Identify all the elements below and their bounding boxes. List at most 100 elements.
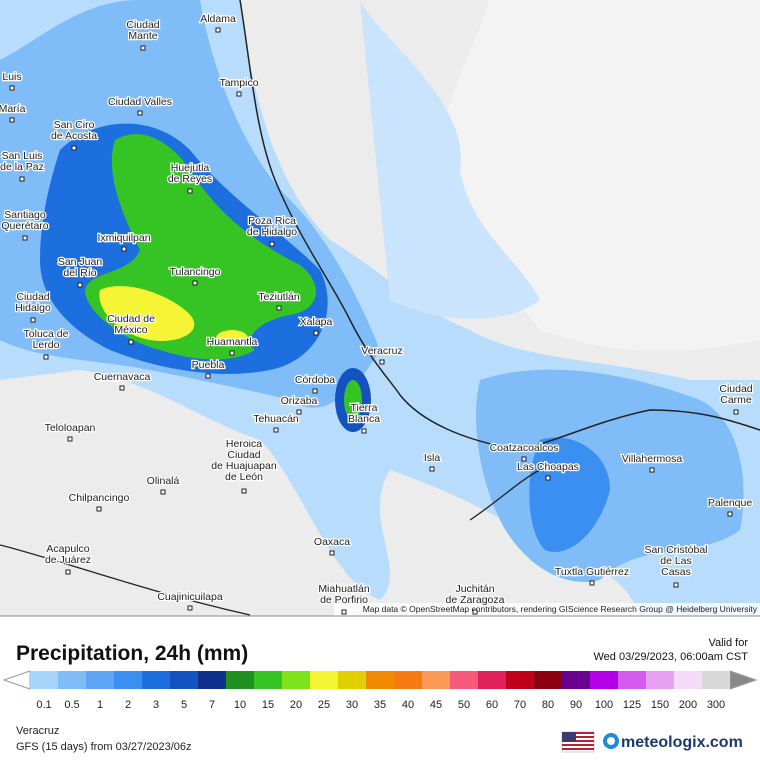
valid-label: Valid for xyxy=(708,637,748,649)
legend-swatch xyxy=(254,671,282,689)
city-label: Ciudad xyxy=(126,19,159,31)
city-label: Teloloapan xyxy=(45,422,96,434)
legend-swatch xyxy=(674,671,702,689)
legend-value: 300 xyxy=(707,699,725,711)
legend-value: 0.5 xyxy=(64,699,79,711)
legend-swatch xyxy=(58,671,86,689)
rain-extreme xyxy=(99,286,195,341)
legend-swatch xyxy=(142,671,170,689)
legend-swatch xyxy=(114,671,142,689)
city-dot xyxy=(9,85,15,91)
legend-value: 200 xyxy=(679,699,697,711)
flag xyxy=(561,731,595,753)
city-label: de Hidalgo xyxy=(247,226,297,238)
legend-swatch xyxy=(450,671,478,689)
city-label: Xalapa xyxy=(300,316,333,328)
legend-swatch xyxy=(310,671,338,689)
city-dot xyxy=(329,550,335,556)
rain-extreme xyxy=(216,330,248,346)
city-dot xyxy=(273,427,279,433)
legend-swatch xyxy=(394,671,422,689)
city-label: México xyxy=(114,324,147,336)
city-label: Miahuatlán xyxy=(318,583,370,595)
city-label: Luis xyxy=(2,71,21,83)
city-label: de Las xyxy=(660,555,692,567)
city-label: Tierra xyxy=(350,402,377,414)
rain-heavy xyxy=(529,437,610,552)
city-label: Tulancingo xyxy=(170,266,221,278)
city-dot xyxy=(361,428,367,434)
sea xyxy=(245,0,760,351)
city-label: San Ciro xyxy=(54,119,95,131)
city-label: Olinalá xyxy=(147,475,180,487)
city-dot xyxy=(241,488,247,494)
city-label: de la Paz xyxy=(0,161,44,173)
legend-swatch xyxy=(702,671,730,689)
city-dot xyxy=(140,45,146,51)
city-dot xyxy=(22,235,28,241)
city-label: Oaxaca xyxy=(314,536,350,548)
city-dot xyxy=(65,569,71,575)
legend-value: 1 xyxy=(97,699,103,711)
legend-value: 10 xyxy=(234,699,246,711)
legend-swatch xyxy=(534,671,562,689)
map: Map data © OpenStreetMap contributors, r… xyxy=(0,0,760,616)
legend-swatch xyxy=(30,671,58,689)
legend-value: 40 xyxy=(402,699,414,711)
city-label: Huejutla xyxy=(171,162,210,174)
city-label: Orizaba xyxy=(281,395,318,407)
city-dot xyxy=(589,580,595,586)
legend-swatch xyxy=(422,671,450,689)
city-dot xyxy=(77,282,83,288)
legend-arrow-left xyxy=(2,670,31,690)
legend-value: 45 xyxy=(430,699,442,711)
city-dot xyxy=(71,145,77,151)
city-dot xyxy=(67,436,73,442)
city-dot xyxy=(649,467,655,473)
city-label: Tampico xyxy=(219,77,258,89)
city-label: de Acosta xyxy=(51,130,97,142)
legend-swatch xyxy=(646,671,674,689)
legend-swatch xyxy=(170,671,198,689)
legend-value: 125 xyxy=(623,699,641,711)
city-dot xyxy=(128,339,134,345)
legend-swatch xyxy=(590,671,618,689)
city-label: Santiago xyxy=(4,209,46,221)
legend-swatch xyxy=(366,671,394,689)
logo-icon xyxy=(607,737,615,745)
city-dot xyxy=(96,506,102,512)
city-label: Lerdo xyxy=(33,339,60,351)
city-label: Puebla xyxy=(192,359,225,371)
legend-swatch xyxy=(198,671,226,689)
legend-value: 60 xyxy=(486,699,498,711)
city-label: de Juárez xyxy=(45,554,91,566)
city-label: Toluca de xyxy=(24,328,69,340)
city-dot xyxy=(137,110,143,116)
city-label: Coatzacoalcos xyxy=(490,442,559,454)
city-label: Blanca xyxy=(348,413,380,425)
city-dot xyxy=(229,350,235,356)
city-label: de Reyes xyxy=(168,173,212,185)
city-label: de Porfirio xyxy=(320,594,368,606)
city-label: San Juan xyxy=(58,256,103,268)
city-dot xyxy=(296,409,302,415)
city-label: Tehuacán xyxy=(253,413,299,425)
legend-value: 7 xyxy=(209,699,215,711)
city-label: Cuajinicuilapa xyxy=(157,591,223,603)
legend-swatch xyxy=(506,671,534,689)
location: Veracruz xyxy=(16,725,59,737)
brand[interactable]: meteologix.com xyxy=(621,734,743,751)
city-dot xyxy=(727,511,733,517)
legend-swatch xyxy=(226,671,254,689)
city-dot xyxy=(673,582,679,588)
legend-swatch xyxy=(562,671,590,689)
city-label: Heroica xyxy=(226,438,262,450)
city-dot xyxy=(43,354,49,360)
city-label: Hidalgo xyxy=(15,302,51,314)
city-label: Ciudad xyxy=(16,291,49,303)
city-dot xyxy=(160,489,166,495)
rain-light xyxy=(360,0,540,319)
legend-value: 90 xyxy=(570,699,582,711)
legend-swatch xyxy=(86,671,114,689)
city-label: Aldama xyxy=(200,13,236,25)
